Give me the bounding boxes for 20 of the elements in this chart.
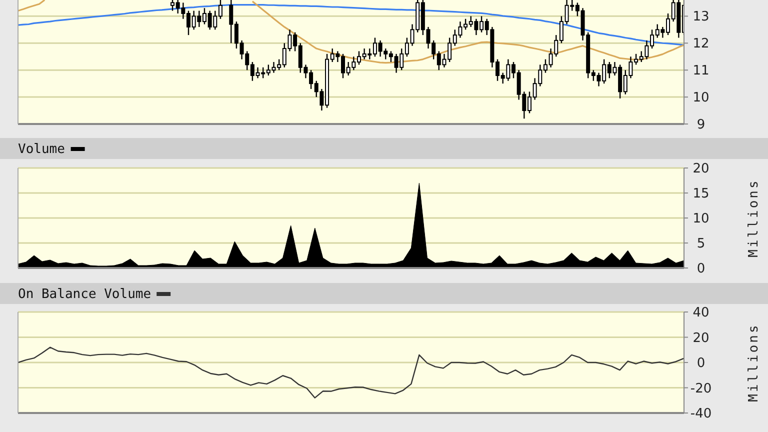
y-axis-title: Millions bbox=[746, 323, 762, 402]
y-tick-label: 13 bbox=[692, 10, 710, 25]
y-tick-label: 12 bbox=[692, 36, 710, 52]
y-tick-label: 0 bbox=[696, 262, 706, 277]
y-tick-label: -40 bbox=[690, 406, 712, 422]
legend-label: On Balance Volume bbox=[18, 287, 152, 302]
y-tick-label: 20 bbox=[692, 330, 710, 346]
y-axis-title: Millions bbox=[746, 178, 762, 258]
y-tick-label: -20 bbox=[690, 381, 712, 396]
y-tick-label: 5 bbox=[696, 236, 706, 252]
y-tick-label: 10 bbox=[692, 90, 710, 106]
y-tick-label: 10 bbox=[692, 212, 710, 227]
y-tick-label: 40 bbox=[692, 306, 710, 321]
y-tick-label: 15 bbox=[692, 186, 710, 202]
y-tick-label: 9 bbox=[696, 118, 706, 133]
line-series bbox=[18, 346, 684, 398]
y-tick-label: 0 bbox=[696, 356, 706, 372]
y-tick-label: 11 bbox=[692, 64, 710, 79]
legend-label: Volume bbox=[18, 142, 66, 157]
y-tick-label: 20 bbox=[692, 162, 710, 177]
